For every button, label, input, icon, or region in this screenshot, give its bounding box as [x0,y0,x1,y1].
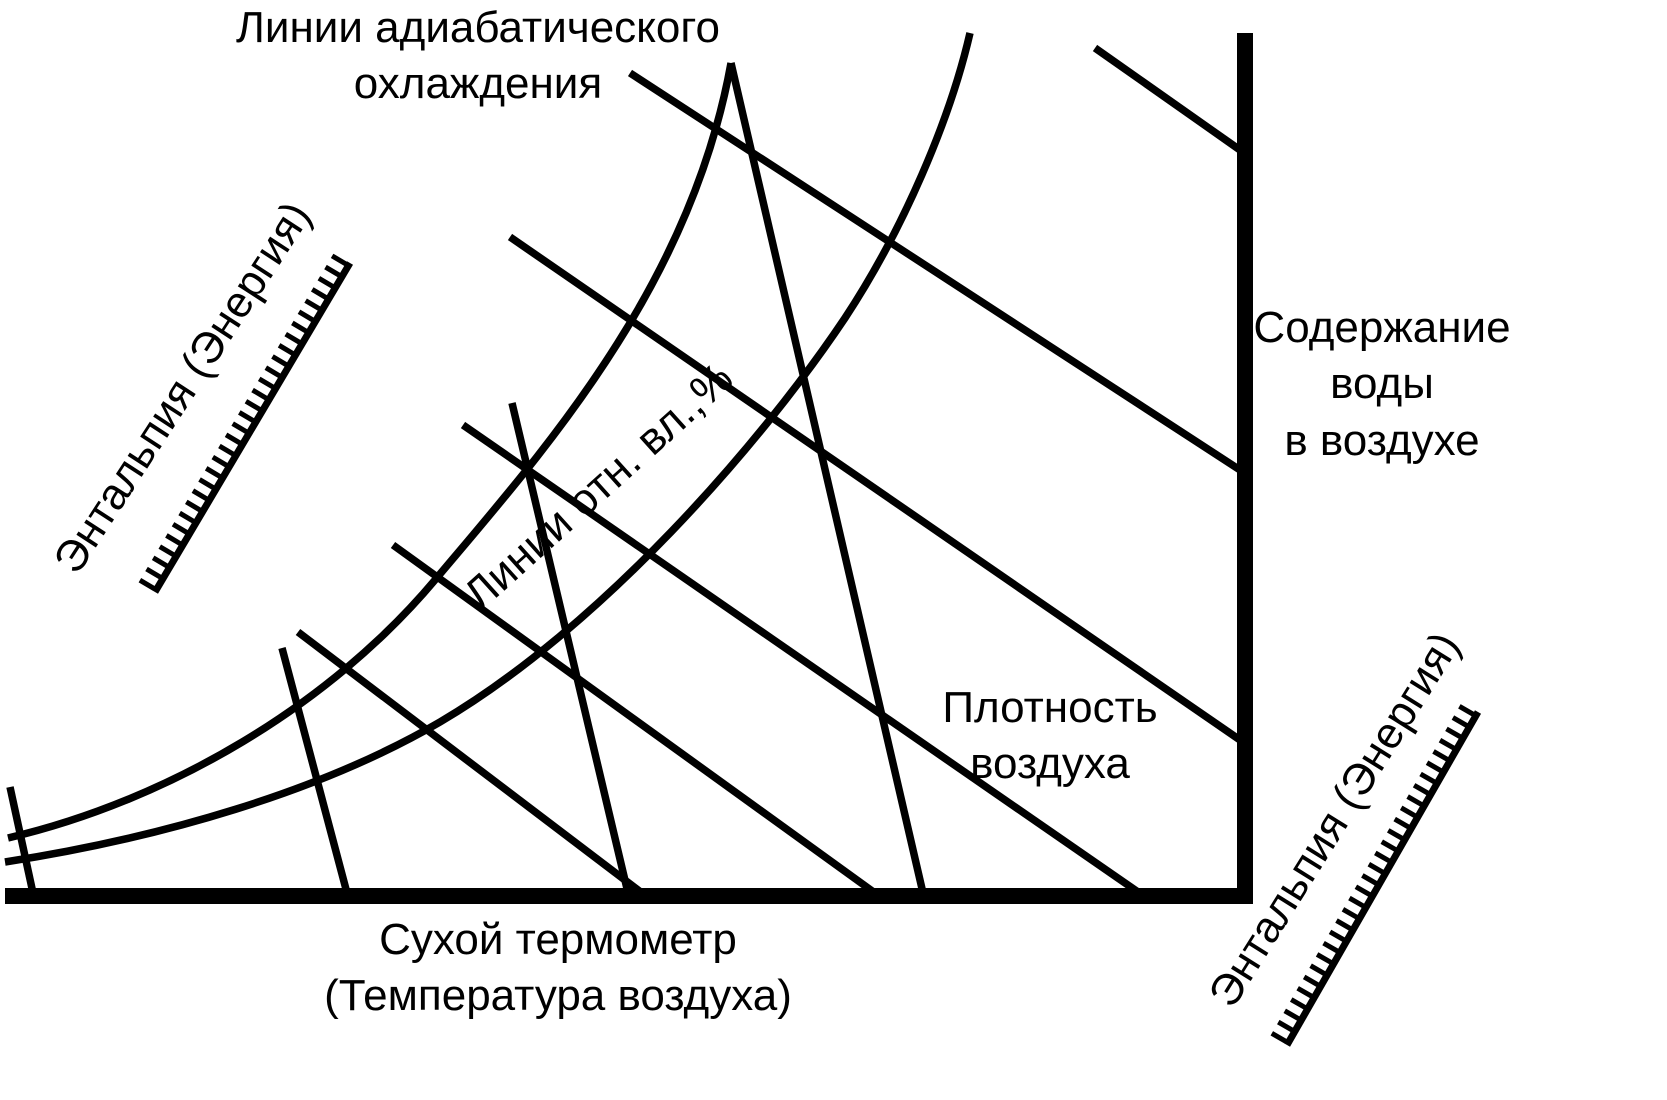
ruler-line [151,261,354,594]
y-axis-label: Содержание воды в воздухе [1253,303,1511,465]
ruler-line [1283,710,1482,1047]
enthalpy-ruler-left [138,253,354,594]
density-line-3 [508,402,632,894]
density-line-2 [278,647,351,894]
density-line-4 [727,62,927,894]
adiabatic-line-5 [390,541,878,897]
adiabatic-line-2 [1092,44,1243,154]
enthalpy-ruler-right [1270,702,1482,1047]
adiabatic-line-6 [295,629,645,896]
adiabatic-pointer-line [627,69,1243,474]
density-line-1 [6,786,37,894]
rh-curve [4,32,974,866]
air-density-label: Плотность воздуха [942,683,1158,789]
x-axis-label: Сухой термометр (Температура воздуха) [324,915,792,1021]
diagram-title: Линии адиабатического охлаждения [236,3,720,109]
adiabatic-line-3 [507,233,1243,744]
adiabatic-line-4 [460,421,1141,896]
